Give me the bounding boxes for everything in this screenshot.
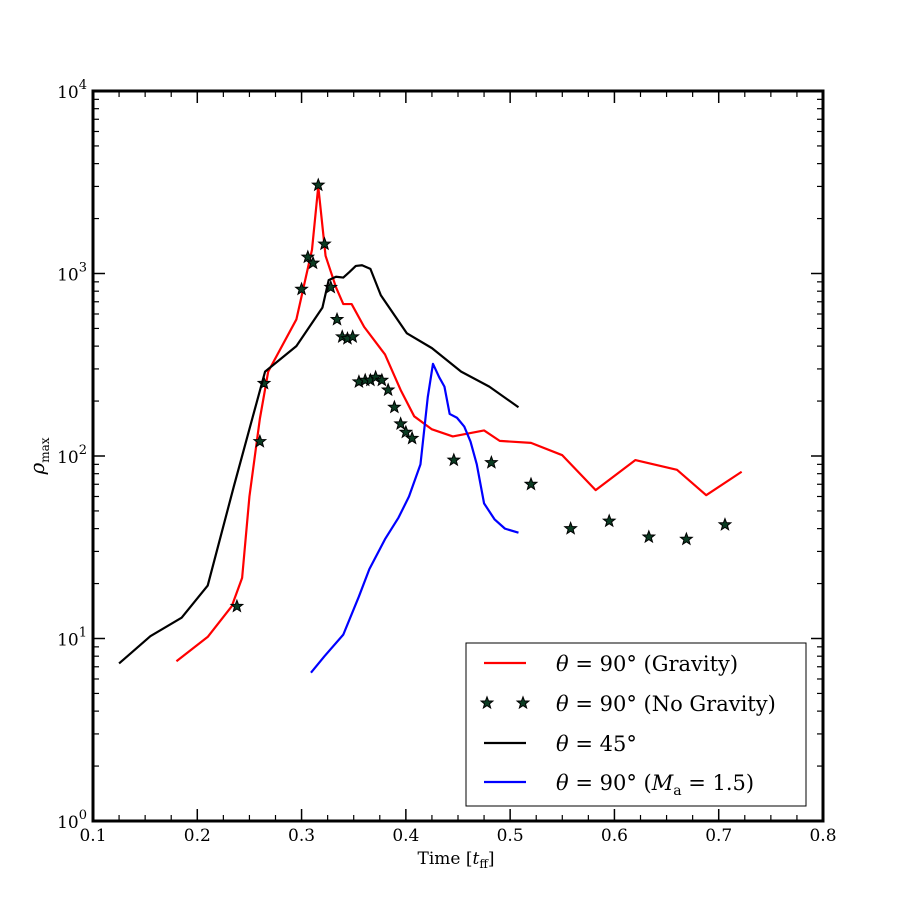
series-group: [310, 362, 519, 674]
legend-label: θ = 90° (Gravity): [556, 652, 738, 676]
legend-label: θ = 90° (Ma = 1.5): [556, 771, 754, 799]
legend-entry: θ = 90° (Ma = 1.5): [484, 771, 754, 799]
series-point: [305, 255, 321, 270]
series-point: [323, 279, 339, 294]
x-tick-label: 0.8: [809, 826, 836, 846]
series-point: [229, 598, 245, 613]
y-tick-label: 102: [57, 443, 87, 468]
plot-frame: [91, 89, 825, 823]
series-line: [310, 362, 519, 674]
series-point: [368, 369, 383, 384]
legend-marker: [515, 695, 531, 710]
legend-entry: θ = 45°: [484, 732, 637, 756]
series-group: [118, 264, 520, 665]
x-tick-label: 0.7: [705, 826, 732, 846]
series-group: [229, 177, 733, 613]
x-tick-label: 0.4: [392, 826, 419, 846]
series-point: [393, 416, 408, 431]
series-point: [256, 375, 272, 390]
series-point: [523, 476, 539, 491]
series-point: [446, 452, 462, 467]
series-point: [311, 177, 326, 192]
x-axis-label: Time [tff]: [417, 849, 494, 871]
x-tick-label: 0.3: [288, 826, 315, 846]
legend-marker: [479, 695, 495, 710]
y-tick-label: 100: [57, 808, 87, 833]
series-point: [601, 513, 617, 528]
series-point: [345, 329, 360, 343]
y-tick-label: 101: [57, 626, 87, 651]
series-point: [563, 520, 578, 535]
legend: θ = 90° (Gravity) θ = 90° (No Gravity) θ =…: [465, 642, 807, 807]
series-point: [317, 236, 332, 251]
legend-entry: θ = 90° (Gravity): [484, 652, 738, 676]
series-point: [398, 424, 414, 439]
series-point: [294, 281, 309, 296]
x-tick-label: 0.5: [497, 826, 524, 846]
series-line: [118, 264, 520, 665]
series-point: [300, 249, 316, 264]
legend-box: [465, 642, 807, 807]
x-tick-label: 0.2: [184, 826, 211, 846]
legend-label: θ = 45°: [556, 732, 637, 756]
legend-entry: θ = 90° (No Gravity): [479, 692, 776, 716]
series-point: [484, 454, 499, 469]
series-point: [679, 531, 694, 546]
series-layer: [118, 177, 743, 674]
y-tick-label: 104: [57, 78, 87, 103]
series-point: [641, 529, 657, 544]
x-tick-label: 0.6: [601, 826, 628, 846]
series-point: [380, 382, 396, 397]
series-point: [374, 372, 390, 387]
series-point: [252, 433, 268, 448]
series-point: [329, 311, 345, 326]
series-point: [387, 399, 402, 414]
y-tick-label: 103: [57, 261, 87, 286]
series-point: [717, 517, 733, 531]
legend-label: θ = 90° (No Gravity): [556, 692, 776, 716]
series-point: [404, 430, 420, 445]
x-tick-label: 0.1: [79, 826, 106, 846]
y-axis-label: ρmax: [25, 437, 52, 475]
